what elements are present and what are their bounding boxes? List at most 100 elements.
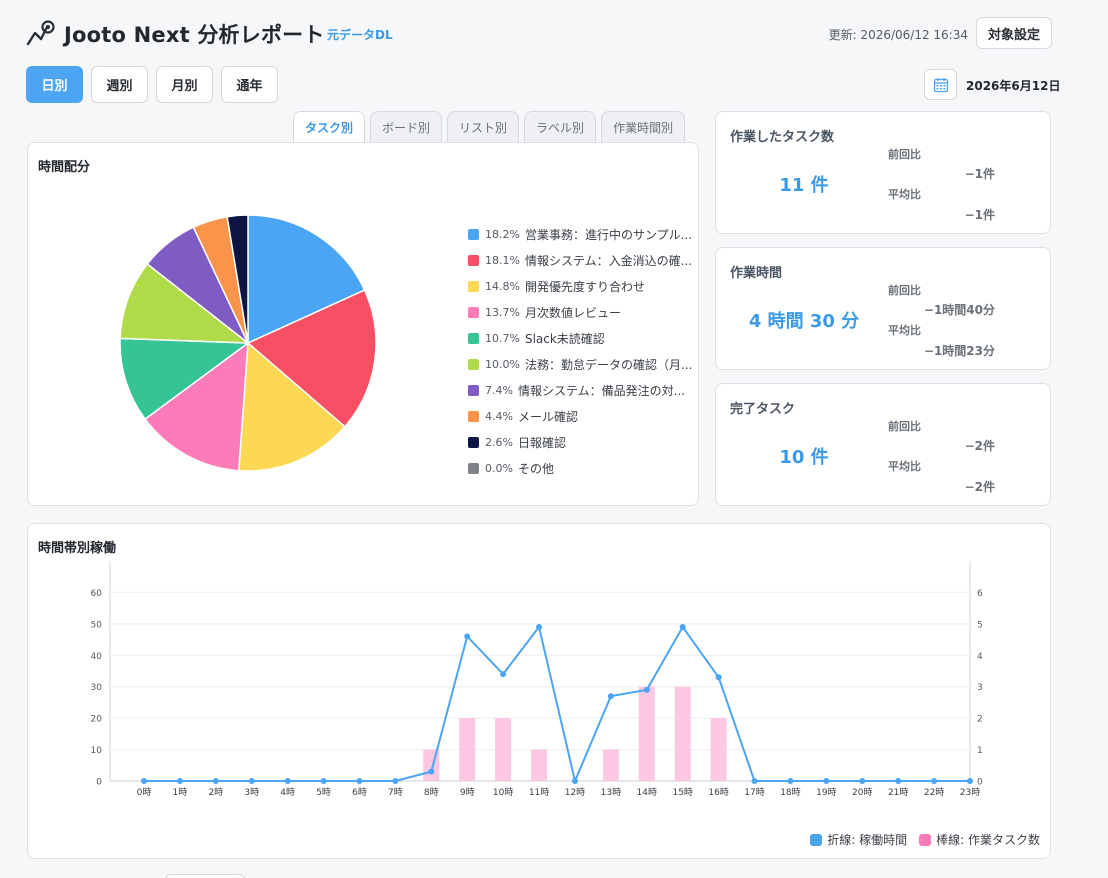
stat-card-work-time: 作業時間 4 時間 30 分 前回比 −1時間40分 平均比 −1時間23分 [715, 247, 1051, 370]
legend-item[interactable]: 4.4% メール確認 [468, 403, 692, 429]
legend-line-label: 折線: 稼働時間 [827, 833, 908, 847]
tab-by-worktime[interactable]: 作業時間別 [601, 111, 686, 142]
legend-label: その他 [517, 461, 554, 476]
x-tick-label: 18時 [780, 787, 800, 798]
calendar-button[interactable] [924, 69, 957, 100]
work-time-point[interactable] [284, 778, 291, 784]
hourly-activity-title: 時間帯別稼働 [38, 541, 117, 556]
tab-by-task[interactable]: タスク別 [293, 111, 366, 143]
avg-compare-value: −1件 [964, 208, 995, 222]
legend-bar-item[interactable]: 棒線: 作業タスク数 [919, 831, 1040, 848]
legend-item[interactable]: 18.1% 情報システム：入金消込の確... [468, 247, 692, 273]
work-time-point[interactable] [536, 624, 543, 630]
pie-slice[interactable] [144, 341, 249, 472]
task-count-bar[interactable] [638, 686, 655, 781]
work-time-point[interactable] [141, 778, 147, 784]
avg-compare-label: 平均比 [888, 188, 921, 201]
legend-item[interactable]: 18.2% 営業事務：進行中のサンプル... [468, 221, 692, 247]
legend-item[interactable]: 14.8% 開発優先度すり合わせ [468, 273, 692, 299]
work-time-point[interactable] [859, 778, 866, 784]
prev-compare-label: 前回比 [888, 420, 921, 433]
work-time-point[interactable] [500, 671, 507, 678]
task-count-bar[interactable] [531, 749, 548, 781]
legend-item[interactable]: 7.4% 情報システム：備品発注の対... [468, 377, 692, 403]
tab-monthly[interactable]: 月別 [156, 66, 213, 103]
stat-card-completed: 完了タスク 10 件 前回比 −2件 平均比 −2件 [715, 383, 1051, 506]
stat-value: 11 件 [779, 175, 829, 196]
hourly-activity-chart: 0 10 20 30 40 50 60 0 1 2 3 4 5 6 0時 1時 2時 3時 4時 5時 6時 7時 8時 9時… [91, 561, 983, 798]
legend-item[interactable]: 0.0% その他 [468, 455, 692, 481]
legend-item[interactable]: 10.0% 法務：勤怠データの確認（月... [468, 351, 692, 377]
work-time-point[interactable] [248, 778, 255, 784]
task-count-bar[interactable] [459, 718, 476, 781]
legend-label: 営業事務：進行中のサンプル... [524, 227, 693, 242]
legend-item[interactable]: 10.7% Slack未読確認 [468, 325, 692, 351]
legend-swatch [468, 228, 479, 240]
work-time-point[interactable] [823, 778, 830, 784]
pie-slice[interactable] [247, 214, 366, 345]
work-time-point[interactable] [320, 778, 327, 784]
work-time-point[interactable] [607, 693, 614, 700]
work-time-point[interactable] [679, 624, 686, 630]
x-tick-label: 9時 [460, 787, 475, 798]
tab-by-label[interactable]: ラベル別 [524, 111, 597, 142]
tab-daily[interactable]: 日別 [26, 66, 83, 103]
legend-label: 日報確認 [517, 435, 566, 450]
avg-compare-value: −2件 [964, 480, 995, 494]
tab-by-board[interactable]: ボード別 [370, 111, 443, 142]
prev-compare-value: −1件 [964, 167, 995, 181]
work-time-point[interactable] [787, 778, 794, 784]
stat-label: 作業したタスク数 [730, 130, 835, 145]
work-time-point[interactable] [428, 768, 435, 775]
x-tick-label: 17時 [744, 787, 764, 798]
avg-compare-value: −1時間23分 [923, 344, 995, 358]
x-tick-label: 23時 [960, 787, 980, 798]
work-time-point[interactable] [751, 778, 758, 784]
x-tick-label: 6時 [352, 787, 367, 798]
task-count-bar[interactable] [495, 718, 512, 781]
target-settings-button[interactable]: 対象設定 [976, 17, 1052, 49]
work-time-point[interactable] [715, 674, 722, 681]
work-time-point[interactable] [392, 778, 399, 784]
pagination-stub[interactable] [165, 874, 245, 878]
time-allocation-card: 時間配分 18.2% 営業事務：進行中のサンプル... 18.1% 情報システム：入金… [27, 142, 699, 506]
y-right-tick-label: 5 [977, 620, 983, 630]
legend-item[interactable]: 13.7% 月次数値レビュー [468, 299, 692, 325]
legend-swatch [468, 384, 479, 396]
task-count-bar[interactable] [674, 686, 691, 781]
work-time-point[interactable] [212, 778, 219, 784]
work-time-point[interactable] [895, 778, 902, 784]
pie-slice[interactable] [119, 262, 251, 344]
legend-line-item[interactable]: 折線: 稼働時間 [810, 831, 907, 848]
legend-percent: 2.6% [485, 435, 513, 449]
x-tick-label: 20時 [852, 787, 872, 798]
tab-weekly[interactable]: 週別 [91, 66, 148, 103]
tab-by-list[interactable]: リスト別 [447, 111, 520, 142]
stat-value: 10 件 [779, 447, 829, 468]
work-time-point[interactable] [967, 778, 973, 784]
prev-compare-value: −1時間40分 [923, 303, 995, 317]
pie-slice[interactable] [246, 289, 377, 428]
x-tick-label: 13時 [601, 787, 621, 798]
tab-yearly[interactable]: 通年 [221, 66, 278, 103]
download-data-link[interactable]: 元データDL [327, 28, 393, 42]
work-time-point[interactable] [464, 633, 471, 640]
pie-chart [119, 214, 377, 472]
x-tick-label: 19時 [816, 787, 836, 798]
legend-swatch [468, 436, 479, 448]
legend-item[interactable]: 2.6% 日報確認 [468, 429, 692, 455]
work-time-point[interactable] [356, 778, 363, 784]
work-time-point[interactable] [931, 778, 938, 784]
legend-swatch [468, 462, 479, 474]
prev-compare-label: 前回比 [888, 148, 921, 161]
task-count-bar[interactable] [710, 718, 727, 781]
pie-slice[interactable] [226, 214, 249, 344]
pie-slice[interactable] [119, 337, 251, 421]
task-count-bar[interactable] [602, 749, 619, 781]
work-time-point[interactable] [571, 778, 578, 784]
pie-slice[interactable] [237, 341, 346, 472]
y-left-tick-label: 30 [91, 683, 103, 693]
work-time-point[interactable] [176, 778, 183, 784]
work-time-point[interactable] [643, 686, 650, 693]
x-tick-label: 3時 [244, 787, 259, 798]
